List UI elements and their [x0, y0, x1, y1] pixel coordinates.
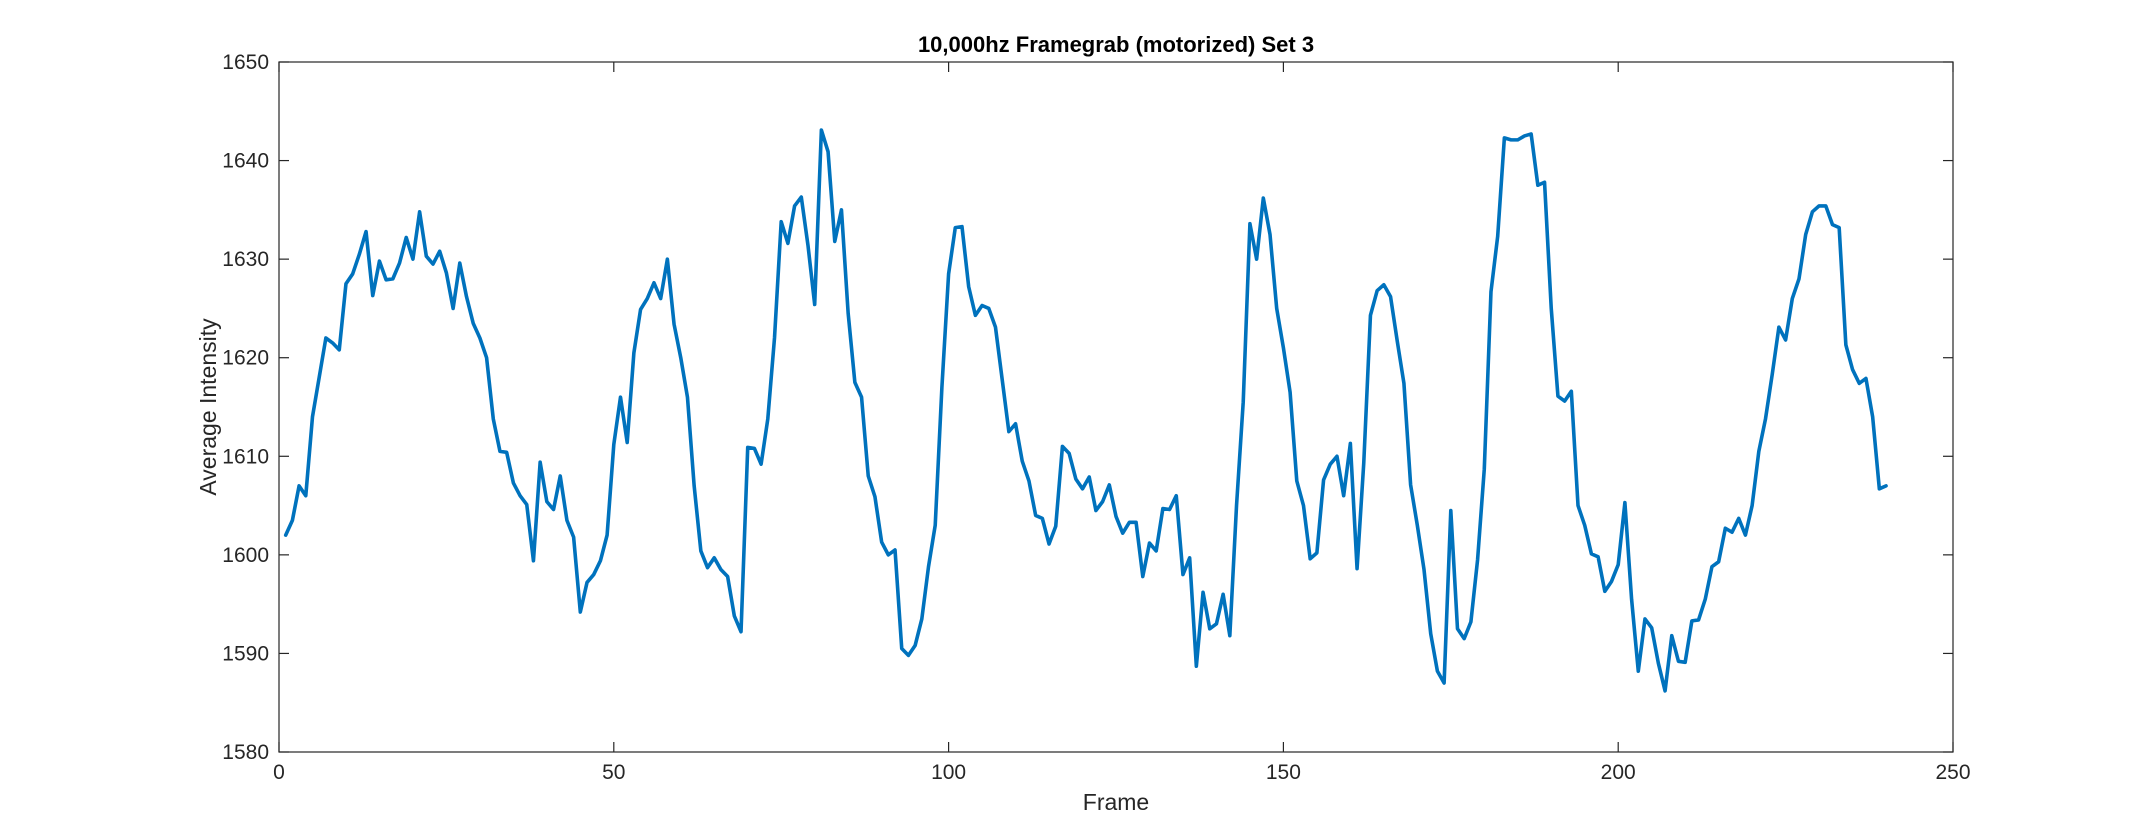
x-axis-label: Frame: [1083, 789, 1149, 815]
y-tick-label: 1610: [222, 445, 269, 468]
x-tick-label: 150: [1266, 761, 1301, 784]
y-axis-label: Average Intensity: [195, 318, 221, 496]
x-tick-label: 0: [273, 761, 285, 784]
chart-title: 10,000hz Framegrab (motorized) Set 3: [918, 32, 1314, 57]
plot-area: [279, 62, 1953, 752]
y-tick-label: 1580: [222, 741, 269, 764]
y-tick-label: 1630: [222, 248, 269, 271]
x-axis-ticks: 0 50 100 150 200 250: [273, 62, 1971, 784]
y-tick-label: 1620: [222, 347, 269, 370]
axes-box: [278, 61, 1954, 753]
x-tick-label: 100: [931, 761, 966, 784]
y-tick-label: 1650: [222, 51, 269, 74]
y-axis-ticks: 1580 1590 1600 1610 1620 1630 1640 1650: [222, 51, 1953, 764]
x-tick-label: 200: [1601, 761, 1636, 784]
x-tick-label: 250: [1935, 761, 1970, 784]
series-line: [283, 128, 1888, 693]
y-tick-label: 1600: [222, 544, 269, 567]
x-tick-label: 50: [602, 761, 625, 784]
y-tick-label: 1590: [222, 642, 269, 665]
y-tick-label: 1640: [222, 150, 269, 173]
